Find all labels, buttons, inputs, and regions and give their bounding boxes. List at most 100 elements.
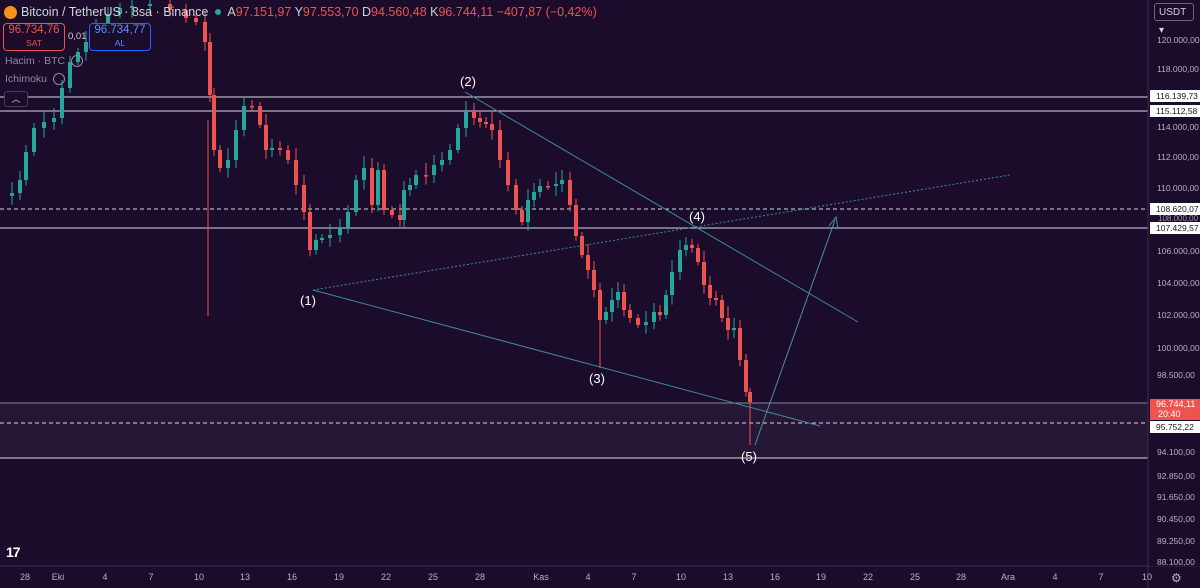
candle — [294, 148, 298, 195]
gear-icon[interactable]: ⚙ — [1171, 571, 1182, 585]
price-tick-label: 120.000,00 — [1157, 35, 1200, 45]
bitcoin-logo-icon — [4, 5, 17, 19]
candle — [464, 101, 468, 137]
candle — [354, 175, 358, 216]
level-price-badge — [1150, 203, 1200, 215]
candle — [440, 152, 444, 172]
candle — [414, 170, 418, 189]
candle — [520, 206, 524, 226]
candle — [738, 320, 742, 367]
candle — [168, 0, 172, 17]
support-zone[interactable] — [0, 403, 1148, 458]
level-price-badge — [1150, 222, 1200, 234]
candle — [696, 244, 700, 266]
time-tick-label: 4 — [585, 572, 590, 582]
level-price-value: 116.139,73 — [1156, 91, 1198, 101]
candle — [398, 204, 402, 229]
candle — [554, 172, 558, 196]
candle — [432, 155, 436, 183]
candle — [610, 288, 614, 322]
time-tick-label: 22 — [381, 572, 391, 582]
candle — [568, 172, 572, 212]
candle — [242, 98, 246, 137]
indicator-volume[interactable]: Hacim · BTC — [5, 55, 84, 67]
wave-label[interactable]: (3) — [589, 371, 605, 386]
candle — [258, 102, 262, 129]
candle — [472, 103, 476, 126]
candle — [320, 234, 324, 244]
time-tick-label: Ara — [1001, 572, 1015, 582]
candle — [346, 205, 350, 234]
candle — [148, 0, 152, 14]
time-axis[interactable]: 28 Eki 4 7 10 13 16 19 22 25 28 Kas 4 7 10 13 16 19 22 25 28… — [20, 572, 1152, 582]
price-tick-label: 104.000,00 — [1157, 278, 1200, 288]
candle — [604, 307, 608, 324]
candle — [382, 164, 386, 215]
candle — [234, 120, 238, 168]
collapse-legend-button[interactable]: ︿ — [4, 91, 28, 107]
currency-selector[interactable]: USDT ▾ — [1154, 3, 1194, 36]
candle — [402, 181, 406, 228]
candle — [574, 199, 578, 241]
candle — [314, 234, 318, 255]
sell-button[interactable]: 96.734,76 SAT — [3, 23, 65, 51]
candle — [506, 152, 510, 192]
candle — [212, 88, 216, 156]
candle — [52, 108, 56, 130]
buy-button[interactable]: 96.734,77 AL — [89, 23, 151, 51]
candle — [118, 3, 122, 18]
candle — [616, 282, 620, 308]
tradingview-logo[interactable]: 17 — [6, 544, 21, 560]
candle — [484, 117, 488, 128]
lower-trendline[interactable] — [312, 289, 821, 427]
eye-icon[interactable] — [53, 73, 66, 85]
time-tick-label: 7 — [631, 572, 636, 582]
wave-label[interactable]: (1) — [300, 293, 316, 308]
candle — [194, 14, 198, 26]
price-tick-label: 118.000,00 — [1157, 64, 1199, 74]
candle — [286, 145, 290, 164]
candle — [690, 239, 694, 253]
time-tick-label: 16 — [770, 572, 780, 582]
candle — [708, 276, 712, 306]
level-price-value: 108.620,07 — [1156, 204, 1199, 214]
wave-label[interactable]: (5) — [741, 449, 757, 464]
candle — [408, 178, 412, 196]
time-tick-label: 7 — [1098, 572, 1103, 582]
candle — [592, 261, 596, 298]
level-price-badge — [1150, 105, 1200, 117]
time-tick-label: 28 — [956, 572, 966, 582]
level-price-value: 115.112,58 — [1156, 106, 1198, 116]
candle — [732, 318, 736, 338]
dotted-trendline[interactable] — [312, 174, 1011, 291]
time-tick-label: 10 — [194, 572, 204, 582]
candle — [658, 305, 662, 321]
upper-trendline[interactable] — [464, 91, 859, 323]
candle — [308, 204, 312, 257]
candle — [478, 111, 482, 128]
candle — [726, 306, 730, 340]
time-tick-label: 25 — [910, 572, 920, 582]
last-price-badge — [1150, 399, 1200, 420]
indicator-ichimoku[interactable]: Ichimoku — [5, 73, 66, 85]
symbol-title[interactable]: Bitcoin / TetherUS · 8sa · Binance — [21, 5, 209, 19]
last-price-value: 96.744,11 — [1156, 399, 1195, 409]
candle — [456, 124, 460, 154]
wave-label[interactable]: (4) — [689, 209, 705, 224]
candle — [664, 290, 668, 319]
candle — [744, 354, 748, 397]
candle — [130, 0, 134, 18]
time-tick-label: 10 — [676, 572, 686, 582]
candle — [278, 141, 282, 156]
candle — [498, 120, 502, 168]
candle — [208, 33, 212, 103]
candle — [490, 112, 494, 140]
price-axis[interactable]: 120.000,00 118.000,00 114.000,00 112.000,00… — [1149, 0, 1200, 567]
eye-icon[interactable] — [71, 55, 84, 67]
candle — [546, 181, 550, 190]
wave-label[interactable]: (2) — [460, 74, 476, 89]
projection-arrow[interactable] — [754, 219, 836, 446]
candle — [226, 148, 230, 178]
level-price-value: 95.752,22 — [1156, 422, 1194, 432]
